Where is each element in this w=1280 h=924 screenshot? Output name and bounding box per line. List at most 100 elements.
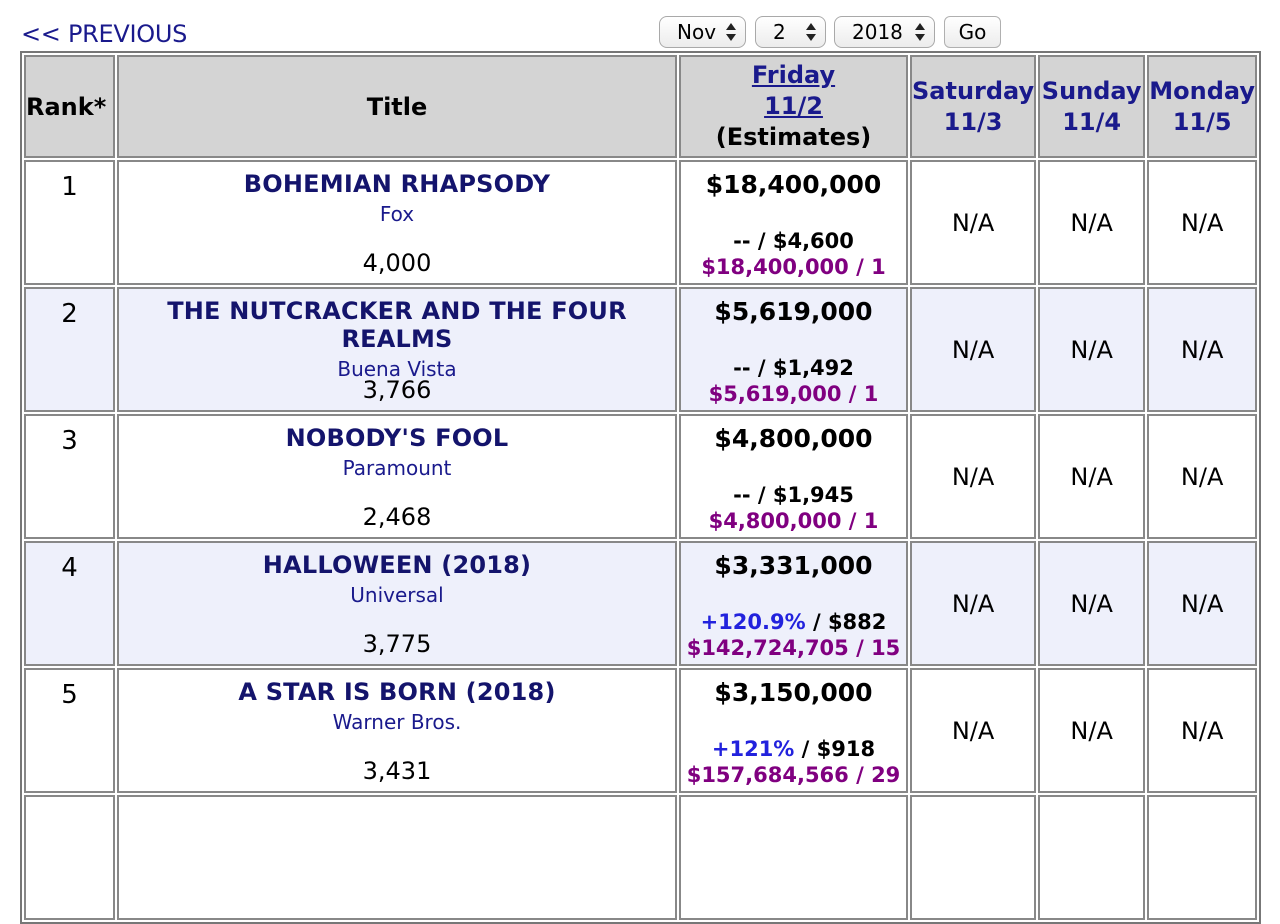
saturday-cell: N/A bbox=[910, 541, 1037, 666]
saturday-header: Saturday 11/3 bbox=[910, 55, 1037, 158]
day-select-value: 2 bbox=[773, 20, 786, 44]
header-row: Rank* Title Friday 11/2 (Estimates) Satur… bbox=[24, 55, 1258, 158]
rank-value: 1 bbox=[61, 172, 78, 202]
change-and-average: +121% / $918 bbox=[681, 737, 906, 761]
table-row: 4 HALLOWEEN (2018) Universal 3,775 $3,331,00… bbox=[24, 541, 1258, 666]
sunday-cell: N/A bbox=[1038, 541, 1146, 666]
table-row: 2 THE NUTCRACKER AND THE FOUR REALMS Buena… bbox=[24, 287, 1258, 412]
saturday-cell: N/A bbox=[910, 287, 1037, 412]
daily-gross: $5,619,000 bbox=[714, 297, 873, 326]
per-theater-average: / $1,492 bbox=[750, 356, 854, 380]
table-row-partial bbox=[24, 795, 1258, 920]
chevron-updown-icon bbox=[915, 23, 925, 41]
per-theater-average: / $918 bbox=[794, 737, 876, 761]
sunday-cell: N/A bbox=[1038, 414, 1146, 539]
year-select[interactable]: 2018 bbox=[834, 16, 935, 48]
friday-header: Friday 11/2 (Estimates) bbox=[679, 55, 908, 158]
rank-cell: 5 bbox=[24, 668, 115, 793]
rank-value: 3 bbox=[61, 426, 78, 456]
empty-cell bbox=[24, 795, 115, 920]
cumulative-gross: $142,724,705 / 15 bbox=[686, 636, 901, 660]
title-cell: A STAR IS BORN (2018) Warner Bros. 3,431 bbox=[117, 668, 677, 793]
cumulative-gross: $5,619,000 / 1 bbox=[708, 382, 879, 406]
year-select-value: 2018 bbox=[852, 20, 903, 44]
cumulative-gross: $4,800,000 / 1 bbox=[708, 509, 879, 533]
friday-date: 11/2 bbox=[764, 92, 823, 120]
cumulative-gross: $18,400,000 / 1 bbox=[701, 255, 886, 279]
table-row: 5 A STAR IS BORN (2018) Warner Bros. 3,431 $… bbox=[24, 668, 1258, 793]
percent-change: +121% bbox=[711, 737, 795, 761]
sunday-cell: N/A bbox=[1038, 160, 1146, 285]
movie-title-link[interactable]: HALLOWEEN (2018) bbox=[262, 551, 532, 579]
friday-cell: $18,400,000 -- / $4,600 $18,400,000 / 1 bbox=[679, 160, 908, 285]
monday-day: Monday bbox=[1149, 76, 1256, 105]
rank-header: Rank* bbox=[24, 55, 115, 158]
monday-header: Monday 11/5 bbox=[1147, 55, 1258, 158]
friday-cell: $3,150,000 +121% / $918 $157,684,566 / 29 bbox=[679, 668, 908, 793]
change-and-average: +120.9% / $882 bbox=[681, 610, 906, 634]
box-office-table: Rank* Title Friday 11/2 (Estimates) Satur… bbox=[20, 51, 1262, 924]
studio-link[interactable]: Universal bbox=[350, 583, 444, 607]
rank-value: 2 bbox=[61, 299, 78, 329]
studio-link[interactable]: Fox bbox=[379, 202, 415, 226]
studio-link[interactable]: Buena Vista bbox=[337, 357, 457, 381]
per-theater-average: / $882 bbox=[805, 610, 887, 634]
sunday-cell: N/A bbox=[1038, 287, 1146, 412]
daily-gross: $3,150,000 bbox=[714, 678, 873, 707]
theater-count: 2,468 bbox=[362, 503, 432, 531]
theater-count: 3,431 bbox=[362, 757, 432, 785]
sunday-header: Sunday 11/4 bbox=[1038, 55, 1146, 158]
chevron-updown-icon bbox=[806, 23, 816, 41]
change-and-average: -- / $1,492 bbox=[681, 356, 906, 380]
theater-count: 3,766 bbox=[362, 376, 432, 404]
empty-cell bbox=[1038, 795, 1146, 920]
saturday-day: Saturday bbox=[912, 76, 1035, 105]
rank-cell: 1 bbox=[24, 160, 115, 285]
percent-change: -- bbox=[733, 483, 751, 507]
monday-cell: N/A bbox=[1147, 160, 1258, 285]
studio-link[interactable]: Paramount bbox=[342, 456, 452, 480]
friday-cell: $3,331,000 +120.9% / $882 $142,724,705 / 1… bbox=[679, 541, 908, 666]
sunday-day: Sunday bbox=[1041, 76, 1142, 105]
theater-count: 3,775 bbox=[362, 630, 432, 658]
movie-title-link[interactable]: NOBODY'S FOOL bbox=[285, 424, 509, 452]
table-row: 3 NOBODY'S FOOL Paramount 2,468 $4,800,000 --… bbox=[24, 414, 1258, 539]
monday-cell: N/A bbox=[1147, 287, 1258, 412]
saturday-cell: N/A bbox=[910, 414, 1037, 539]
friday-day: Friday bbox=[751, 61, 836, 89]
month-select[interactable]: Nov bbox=[659, 16, 746, 48]
rank-value: 4 bbox=[61, 553, 78, 583]
cumulative-gross: $157,684,566 / 29 bbox=[686, 763, 901, 787]
chevron-updown-icon bbox=[726, 23, 736, 41]
empty-cell bbox=[679, 795, 908, 920]
percent-change: -- bbox=[733, 229, 751, 253]
previous-link[interactable]: << PREVIOUS bbox=[21, 20, 188, 48]
empty-cell bbox=[117, 795, 677, 920]
rank-cell: 2 bbox=[24, 287, 115, 412]
monday-cell: N/A bbox=[1147, 668, 1258, 793]
rank-cell: 3 bbox=[24, 414, 115, 539]
monday-cell: N/A bbox=[1147, 414, 1258, 539]
month-select-value: Nov bbox=[677, 20, 717, 44]
friday-link[interactable]: Friday 11/2 bbox=[752, 61, 835, 120]
title-cell: THE NUTCRACKER AND THE FOUR REALMS Buena … bbox=[117, 287, 677, 412]
saturday-date: 11/3 bbox=[943, 107, 1003, 136]
studio-link[interactable]: Warner Bros. bbox=[332, 710, 462, 734]
movie-title-link[interactable]: BOHEMIAN RHAPSODY bbox=[243, 170, 551, 198]
percent-change: +120.9% bbox=[700, 610, 806, 634]
sunday-date: 11/4 bbox=[1062, 107, 1122, 136]
change-and-average: -- / $4,600 bbox=[681, 229, 906, 253]
daily-gross: $3,331,000 bbox=[714, 551, 873, 580]
go-button[interactable]: Go bbox=[944, 16, 1001, 48]
movie-title-link[interactable]: THE NUTCRACKER AND THE FOUR REALMS bbox=[167, 297, 627, 353]
day-select[interactable]: 2 bbox=[755, 16, 826, 48]
title-cell: BOHEMIAN RHAPSODY Fox 4,000 bbox=[117, 160, 677, 285]
title-header: Title bbox=[117, 55, 677, 158]
empty-cell bbox=[1147, 795, 1258, 920]
saturday-cell: N/A bbox=[910, 668, 1037, 793]
movie-title-link[interactable]: A STAR IS BORN (2018) bbox=[238, 678, 556, 706]
table-row: 1 BOHEMIAN RHAPSODY Fox 4,000 $18,400,000 -- … bbox=[24, 160, 1258, 285]
per-theater-average: / $1,945 bbox=[750, 483, 854, 507]
percent-change: -- bbox=[733, 356, 751, 380]
title-cell: HALLOWEEN (2018) Universal 3,775 bbox=[117, 541, 677, 666]
